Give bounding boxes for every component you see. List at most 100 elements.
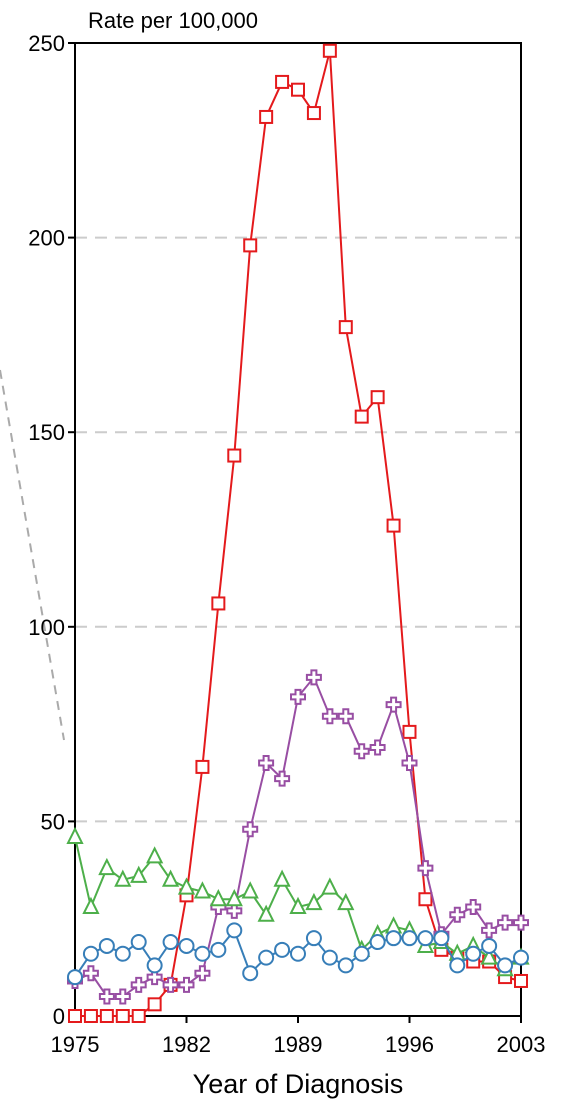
data-point: [258, 949, 275, 966]
data-point: [274, 941, 291, 958]
data-point: [146, 969, 163, 986]
data-point: [161, 869, 180, 887]
data-point: [241, 881, 259, 899]
data-point: [98, 937, 115, 954]
data-point: [514, 973, 528, 988]
data-point: [290, 688, 306, 705]
data-point: [417, 930, 434, 947]
data-point: [83, 1009, 98, 1023]
data-point: [337, 708, 354, 725]
data-point: [162, 976, 179, 993]
y-tick-label: 150: [28, 420, 65, 445]
data-point: [321, 708, 338, 725]
y-tick-label: 100: [28, 615, 65, 640]
data-point: [291, 82, 305, 97]
data-point: [337, 892, 355, 911]
data-point: [353, 945, 370, 962]
data-point: [289, 896, 307, 915]
data-point: [322, 43, 337, 58]
data-point: [98, 988, 115, 1005]
x-tick-label: 2003: [497, 1032, 546, 1057]
data-point: [305, 669, 322, 686]
data-point: [290, 945, 306, 962]
data-point: [385, 930, 402, 947]
data-point: [401, 930, 418, 947]
data-point: [147, 997, 162, 1012]
data-point: [242, 965, 259, 982]
decorative-dashed-guide: [0, 369, 65, 741]
data-point: [178, 976, 195, 993]
y-tick-label: 200: [28, 226, 65, 251]
data-point: [226, 922, 243, 939]
data-point: [227, 448, 242, 463]
data-point: [465, 945, 482, 962]
data-point: [243, 238, 258, 253]
data-point: [257, 904, 275, 922]
data-point: [98, 857, 116, 876]
series-square: [68, 43, 528, 1023]
data-point: [114, 869, 132, 887]
data-point: [146, 846, 164, 864]
data-point: [305, 892, 323, 911]
data-point: [225, 889, 243, 907]
data-point: [259, 109, 274, 124]
data-point: [513, 914, 529, 931]
data-point: [67, 969, 83, 986]
data-point: [418, 892, 433, 907]
data-point: [195, 759, 210, 774]
data-point: [305, 930, 322, 947]
data-point: [481, 922, 498, 939]
x-tick-label: 1996: [385, 1032, 434, 1057]
data-point: [449, 957, 466, 974]
data-point: [321, 949, 338, 966]
axis-ticks: 0 50 100 150 200 250 1975 1982 1989 1996 2003: [28, 31, 545, 1057]
data-point: [226, 902, 243, 919]
data-point: [82, 896, 100, 915]
data-point: [178, 937, 195, 954]
data-point: [369, 739, 386, 756]
data-point: [353, 743, 370, 760]
data-point: [99, 1009, 114, 1023]
x-tick-label: 1982: [162, 1032, 211, 1057]
series-group: [66, 43, 530, 1023]
data-point: [194, 965, 211, 982]
data-point: [386, 518, 401, 533]
x-axis-title: Year of Diagnosis: [193, 1069, 404, 1099]
data-point: [210, 941, 227, 958]
data-point: [193, 881, 212, 899]
data-point: [306, 106, 321, 121]
x-tick-label: 1975: [51, 1032, 100, 1057]
data-point: [82, 945, 99, 962]
data-point: [66, 826, 84, 844]
data-point: [68, 1009, 82, 1023]
y-axis-title: Rate per 100,000: [88, 8, 258, 33]
plot-frame: [74, 42, 522, 1017]
data-point: [497, 957, 514, 974]
data-point: [275, 74, 290, 89]
data-point: [369, 934, 386, 951]
data-point: [82, 965, 99, 982]
data-point: [242, 821, 259, 838]
data-point: [146, 957, 163, 974]
data-point: [402, 724, 417, 739]
y-tick-label: 50: [41, 809, 65, 834]
data-point: [273, 869, 291, 887]
data-point: [194, 945, 211, 962]
data-point: [162, 934, 179, 951]
data-point: [401, 755, 418, 771]
data-point: [130, 934, 147, 951]
data-point: [497, 914, 514, 931]
data-point: [433, 930, 450, 947]
data-point: [131, 1009, 146, 1023]
grid: [75, 236, 521, 823]
data-point: [385, 696, 402, 713]
data-point: [209, 889, 227, 907]
data-point: [480, 947, 498, 965]
data-point: [321, 877, 339, 895]
data-point: [338, 320, 353, 335]
data-point: [449, 906, 466, 923]
data-point: [130, 976, 147, 993]
y-tick-label: 250: [28, 31, 65, 56]
series-circle: [67, 922, 529, 986]
